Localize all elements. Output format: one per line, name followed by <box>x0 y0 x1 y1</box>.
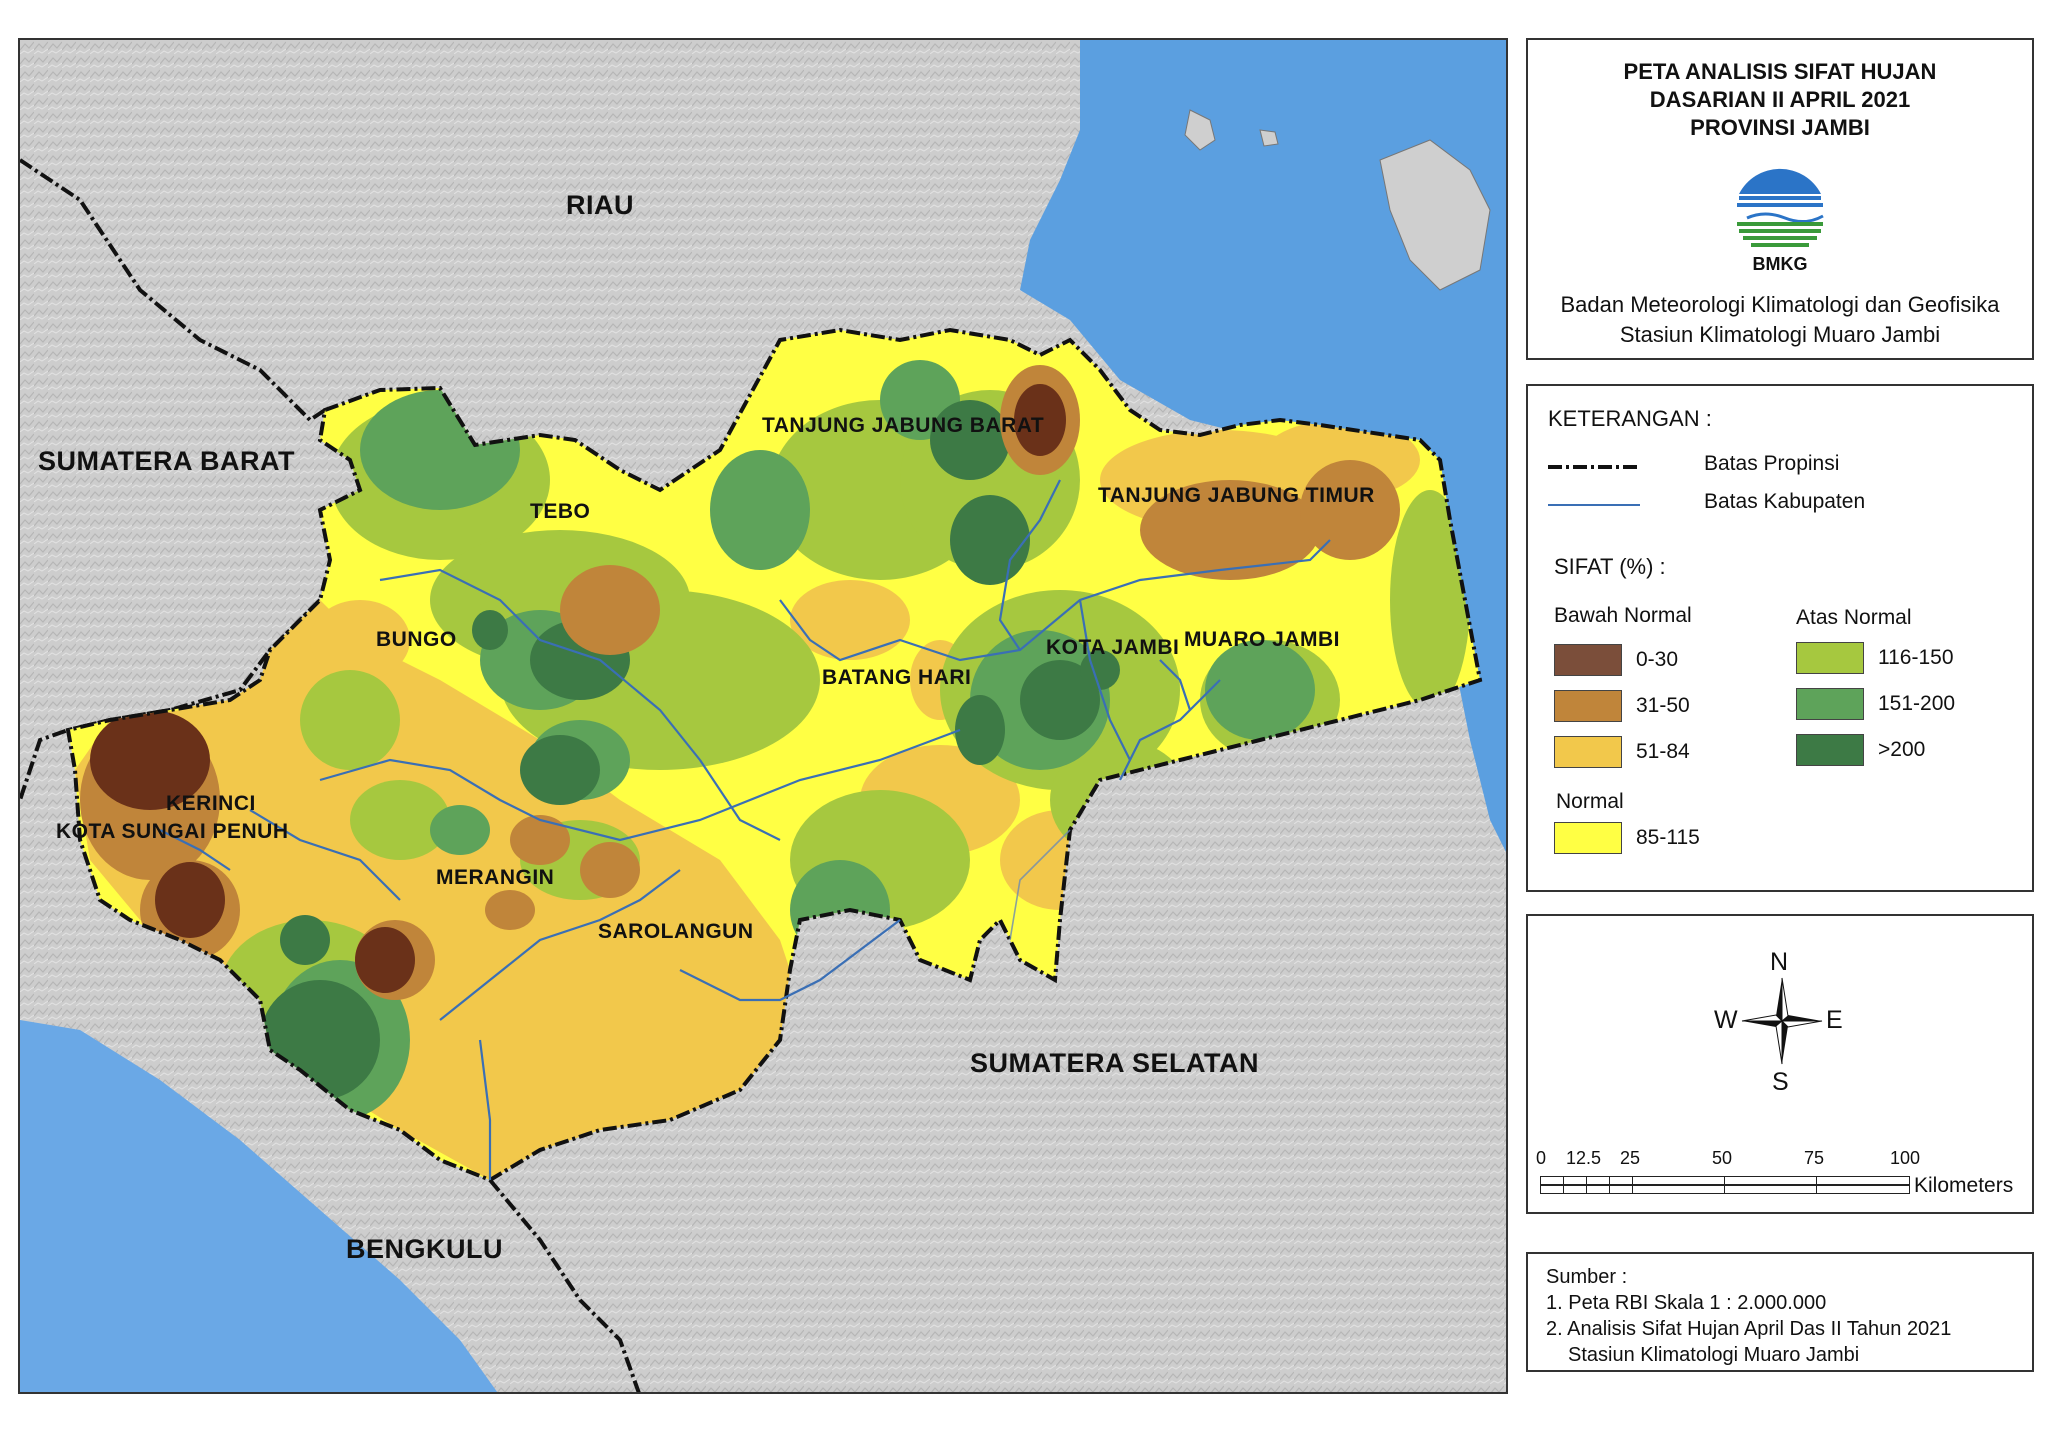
compass-rose-icon <box>1741 977 1823 1065</box>
compass-n: N <box>1770 948 1789 976</box>
province-boundary-west <box>20 158 327 801</box>
swatch-label-116-150: 116-150 <box>1878 646 1954 669</box>
compass-w: W <box>1714 1006 1738 1034</box>
swatch-label-31-50: 31-50 <box>1636 694 1690 717</box>
scale-unit: Kilometers <box>1914 1174 2014 1197</box>
province-boundary-south <box>488 1178 641 1392</box>
swatch-label-gt-200: >200 <box>1878 738 1926 761</box>
map-frame: RIAU SUMATERA BARAT SUMATERA SELATAN BEN… <box>18 38 1508 1394</box>
label-muaro-jambi: MUARO JAMBI <box>1184 628 1340 651</box>
org-name-line2: Stasiun Klimatologi Muaro Jambi <box>1619 322 1941 347</box>
group-atas-normal: Atas Normal <box>1796 606 1912 629</box>
swatch-gt-200 <box>1796 734 1864 766</box>
province-line-symbol <box>1548 465 1640 469</box>
legend-label-batas-kabupaten: Batas Kabupaten <box>1704 490 1866 513</box>
source-panel: Sumber : 1. Peta RBI Skala 1 : 2.000.000… <box>1526 1252 2034 1372</box>
scale-tick-0: 0 <box>1536 1148 1547 1168</box>
jambi-province-outline <box>65 327 1483 1183</box>
group-normal: Normal <box>1556 790 1624 813</box>
swatch-51-84 <box>1554 736 1622 768</box>
island-tiny <box>1259 129 1279 147</box>
label-tebo: TEBO <box>530 500 591 523</box>
bmkg-logo-icon <box>1734 164 1826 256</box>
swatch-label-85-115: 85-115 <box>1636 826 1700 849</box>
legend-panel: KETERANGAN : Batas Propinsi Batas Kabupa… <box>1526 384 2034 892</box>
source-heading: Sumber : <box>1546 1266 1628 1288</box>
org-name-line1: Badan Meteorologi Klimatologi dan Geofis… <box>1560 292 2000 317</box>
swatch-label-151-200: 151-200 <box>1878 692 1956 715</box>
swatch-0-30 <box>1554 644 1622 676</box>
compass-s: S <box>1772 1068 1789 1096</box>
label-sumatera-barat: SUMATERA BARAT <box>38 446 295 476</box>
scale-tick-100: 100 <box>1890 1148 1921 1168</box>
label-bengkulu: BENGKULU <box>346 1234 503 1264</box>
label-tanjung-jabung-timur: TANJUNG JABUNG TIMUR <box>1098 484 1375 507</box>
map-title-line1: PETA ANALISIS SIFAT HUJAN <box>1623 59 1937 84</box>
label-kota-jambi: KOTA JAMBI <box>1046 636 1180 659</box>
sifat-heading: SIFAT (%) : <box>1554 554 1666 579</box>
label-riau: RIAU <box>566 190 634 220</box>
outside-boundaries <box>1009 829 1071 941</box>
swatch-116-150 <box>1796 642 1864 674</box>
group-bawah-normal: Bawah Normal <box>1554 604 1692 627</box>
map-title-line3: PROVINSI JAMBI <box>1690 115 1870 140</box>
map-title-line2: DASARIAN II APRIL 2021 <box>1649 87 1911 112</box>
label-sumatera-selatan: SUMATERA SELATAN <box>970 1048 1259 1078</box>
swatch-label-0-30: 0-30 <box>1636 648 1679 671</box>
scale-tick-50: 50 <box>1712 1148 1733 1168</box>
island-large <box>1379 139 1491 291</box>
swatch-151-200 <box>1796 688 1864 720</box>
source-item-2: 2. Analisis Sifat Hujan April Das II Tah… <box>1546 1318 1952 1340</box>
compass-e: E <box>1826 1006 1843 1034</box>
island-small <box>1184 109 1216 151</box>
bmkg-logo-text: BMKG <box>1752 254 1808 274</box>
legend-label-batas-propinsi: Batas Propinsi <box>1704 452 1840 475</box>
scale-tick-75: 75 <box>1804 1148 1825 1168</box>
label-bungo: BUNGO <box>376 628 457 651</box>
label-kerinci: KERINCI <box>166 792 256 815</box>
label-tanjung-jabung-barat: TANJUNG JABUNG BARAT <box>762 414 1045 437</box>
kabupaten-line-symbol <box>1548 504 1640 506</box>
label-merangin: MERANGIN <box>436 866 555 889</box>
swatch-label-51-84: 51-84 <box>1636 740 1690 763</box>
scale-tick-25: 25 <box>1620 1148 1641 1168</box>
map-canvas <box>20 40 1506 1392</box>
kabupaten-boundaries <box>159 479 1331 1180</box>
sea-northeast <box>1020 40 1506 852</box>
label-kota-sungai-penuh: KOTA SUNGAI PENUH <box>56 820 289 843</box>
north-scale-panel: N W E S 0 12.5 25 50 75 100 Kilometers <box>1526 914 2034 1214</box>
source-item-3: Stasiun Klimatologi Muaro Jambi <box>1568 1344 1860 1366</box>
swatch-85-115 <box>1554 822 1622 854</box>
label-batang-hari: BATANG HARI <box>822 666 972 689</box>
label-sarolangun: SAROLANGUN <box>598 920 754 943</box>
source-item-1: 1. Peta RBI Skala 1 : 2.000.000 <box>1546 1292 1827 1314</box>
title-panel: PETA ANALISIS SIFAT HUJAN DASARIAN II AP… <box>1526 38 2034 360</box>
swatch-31-50 <box>1554 690 1622 722</box>
legend-heading: KETERANGAN : <box>1548 406 1712 431</box>
bmkg-logo: BMKG <box>1725 160 1835 278</box>
sea-southwest <box>20 1020 498 1392</box>
scale-bar <box>1540 1176 1910 1194</box>
scale-tick-12-5: 12.5 <box>1566 1148 1602 1168</box>
